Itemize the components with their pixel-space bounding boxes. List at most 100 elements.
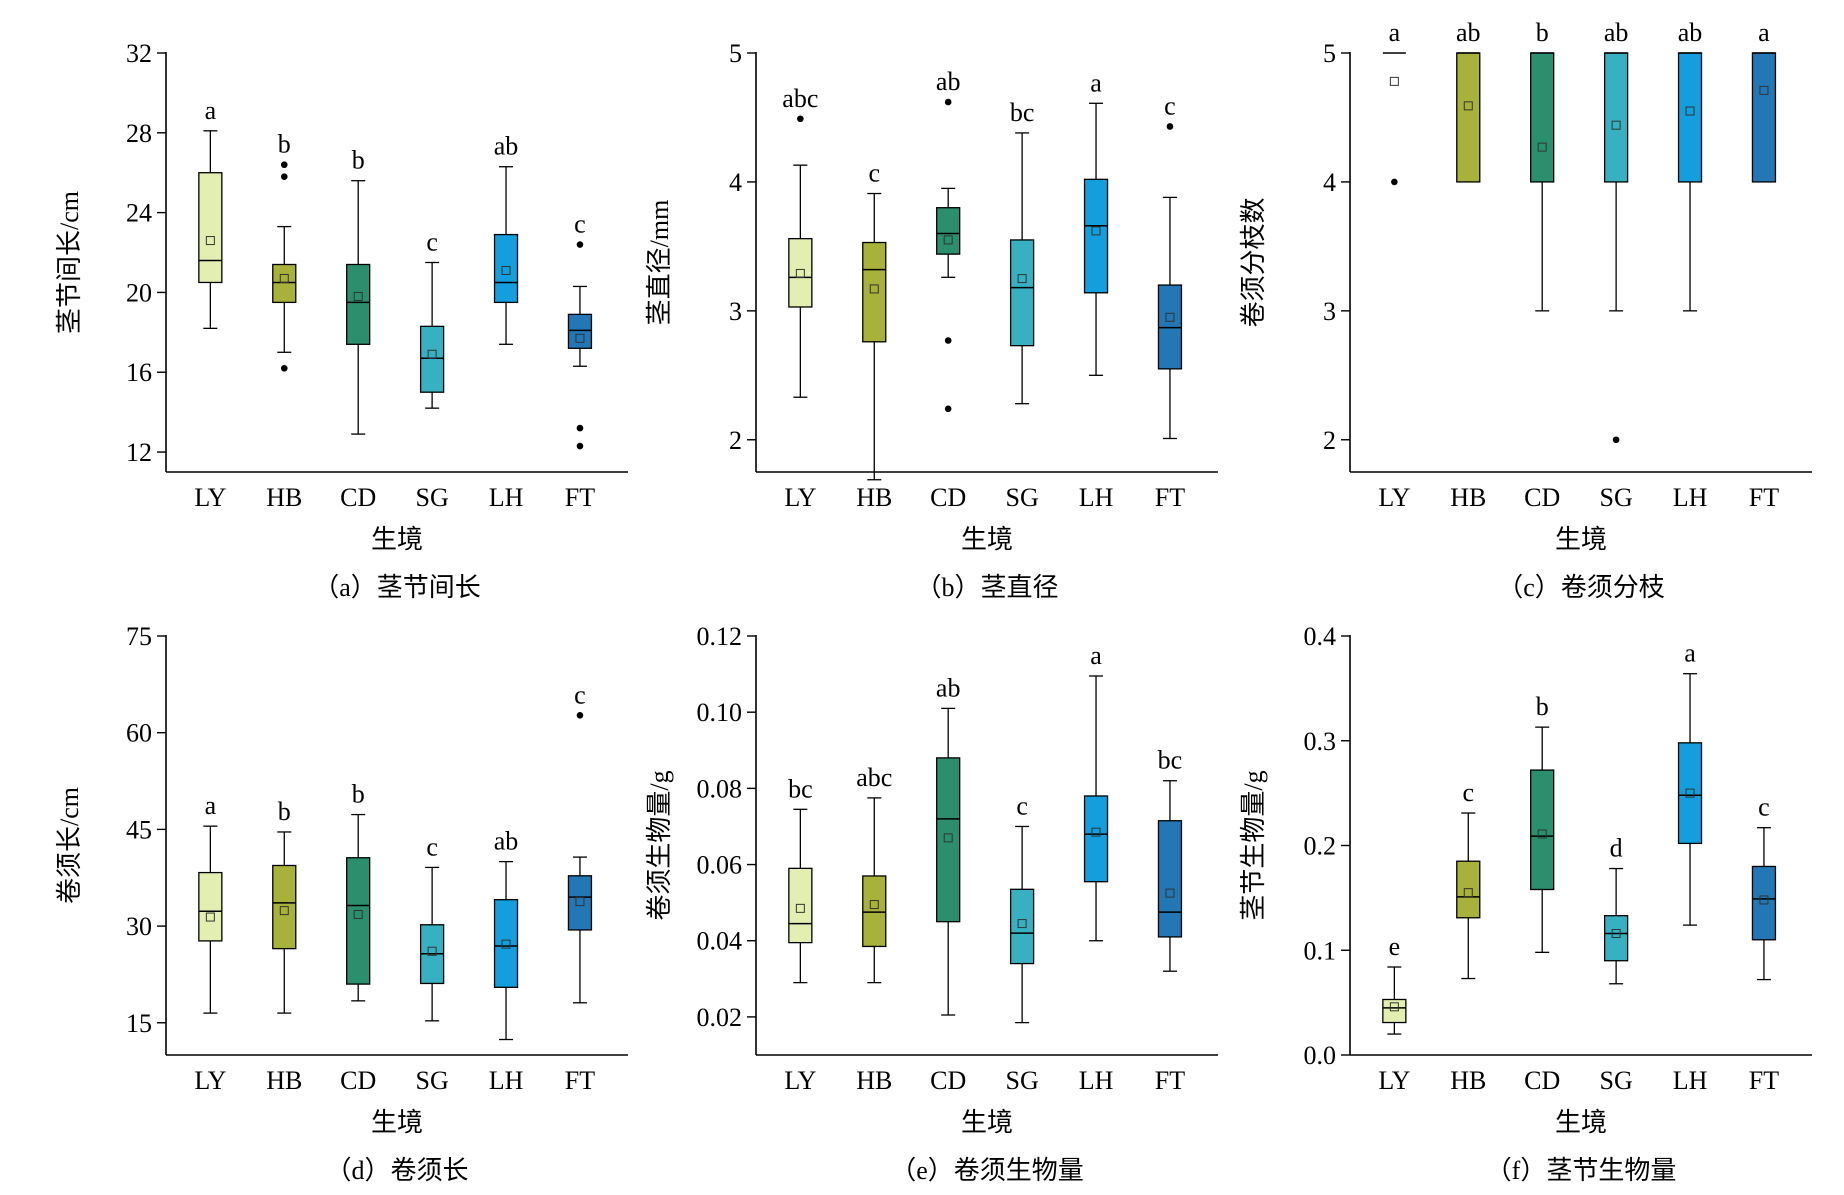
y-axis-label: 卷须分枝数 xyxy=(1239,197,1268,327)
box-iqr xyxy=(493,898,519,988)
x-tick-label: LY xyxy=(784,483,816,512)
y-axis-label: 茎直径/mm xyxy=(645,200,674,326)
box-iqr xyxy=(346,263,371,345)
x-tick-label: CD xyxy=(1524,1066,1560,1095)
significance-letter: c xyxy=(1758,793,1770,822)
y-tick-label: 0.02 xyxy=(697,1003,743,1032)
x-axis-label: 生境 xyxy=(1555,1108,1607,1137)
x-tick-label: CD xyxy=(1524,483,1560,512)
significance-letter: bc xyxy=(788,774,813,803)
box-group-cd: CD ab xyxy=(930,67,966,512)
x-tick-label: HB xyxy=(1450,483,1486,512)
x-tick-label: LH xyxy=(489,1066,524,1095)
mean-marker xyxy=(1165,312,1175,322)
box-iqr xyxy=(1751,865,1777,941)
y-tick-label: 0.1 xyxy=(1304,936,1337,965)
box-iqr xyxy=(272,263,297,304)
y-tick-label: 0.3 xyxy=(1304,727,1337,756)
mean-marker xyxy=(353,291,363,301)
y-tick-label: 4 xyxy=(729,168,742,197)
box-group-ft: FT c xyxy=(565,210,595,512)
x-tick-label: HB xyxy=(1450,1066,1486,1095)
significance-letter: ab xyxy=(494,827,519,856)
y-tick-label: 0.06 xyxy=(697,851,743,880)
mean-marker xyxy=(1611,928,1621,938)
significance-letter: d xyxy=(1610,834,1623,863)
x-tick-label: SG xyxy=(1599,1066,1632,1095)
x-tick-label: LH xyxy=(1079,483,1114,512)
y-tick-label: 32 xyxy=(126,39,152,68)
box-group-hb: HB c xyxy=(856,159,892,512)
mean-marker xyxy=(205,912,215,922)
mean-marker xyxy=(1463,888,1473,898)
box-group-cd: CD b xyxy=(340,780,376,1095)
mean-marker xyxy=(279,906,289,916)
box-group-lh: LH a xyxy=(1079,641,1114,1095)
box-iqr xyxy=(936,207,961,255)
y-tick-label: 0.10 xyxy=(697,698,743,727)
box-group-ly: LY a xyxy=(1378,18,1410,512)
box-iqr xyxy=(862,875,887,948)
box-iqr xyxy=(198,172,223,284)
box-iqr xyxy=(1456,860,1481,919)
significance-letter: a xyxy=(1090,68,1102,97)
y-tick-label: 3 xyxy=(729,297,742,326)
significance-letter: a xyxy=(205,96,217,125)
x-tick-label: LY xyxy=(784,1066,816,1095)
x-tick-label: LY xyxy=(194,1066,226,1095)
mean-marker xyxy=(1017,274,1027,284)
box-iqr xyxy=(1603,52,1629,183)
box-iqr xyxy=(788,867,813,944)
mean-marker xyxy=(353,909,363,919)
mean-marker xyxy=(1463,101,1473,111)
outlier-point xyxy=(1612,436,1620,444)
significance-letter: a xyxy=(1684,639,1696,668)
mean-marker xyxy=(1685,788,1695,798)
x-axis-label: 生境 xyxy=(961,1108,1013,1137)
significance-letter: c xyxy=(426,228,438,257)
significance-letter: ab xyxy=(936,67,961,96)
significance-letter: b xyxy=(278,797,291,826)
x-tick-label: CD xyxy=(340,1066,376,1095)
y-tick-label: 30 xyxy=(126,912,152,941)
box-iqr xyxy=(788,237,813,308)
outlier-point xyxy=(944,405,952,413)
outlier-point xyxy=(280,173,288,181)
x-axis-label: 生境 xyxy=(371,525,423,554)
mean-marker xyxy=(427,349,437,359)
box-group-sg: SG d xyxy=(1599,834,1632,1095)
box-iqr xyxy=(346,857,371,985)
mean-marker xyxy=(279,273,289,283)
panel-caption: （e）卷须生物量 xyxy=(890,1156,1084,1185)
x-tick-label: CD xyxy=(340,483,376,512)
x-tick-label: HB xyxy=(266,483,302,512)
x-tick-label: LH xyxy=(489,483,524,512)
chart-panel-f: 0.0 0.1 0.2 0.3 0.4 茎节生物量/g 生境 （f）茎节生物量 LY e HB c CD… xyxy=(1239,622,1812,1185)
mean-marker xyxy=(1759,85,1769,95)
box-group-cd: CD ab xyxy=(930,673,966,1095)
y-axis-label: 卷须长/cm xyxy=(55,787,84,904)
y-tick-label: 0.4 xyxy=(1304,622,1337,651)
x-tick-label: SG xyxy=(1599,483,1632,512)
x-tick-label: LY xyxy=(1378,1066,1410,1095)
outlier-point xyxy=(576,241,584,248)
x-tick-label: SG xyxy=(1005,1066,1038,1095)
mean-marker xyxy=(427,946,437,956)
box-group-lh: LH ab xyxy=(489,827,524,1095)
mean-marker xyxy=(501,265,511,275)
mean-marker xyxy=(501,939,511,949)
box-group-ft: FT c xyxy=(1155,91,1185,512)
x-tick-label: FT xyxy=(1155,483,1185,512)
box-iqr xyxy=(1456,52,1481,183)
y-tick-label: 3 xyxy=(1323,297,1336,326)
significance-letter: abc xyxy=(856,763,892,792)
box-group-hb: HB ab xyxy=(1450,18,1486,512)
significance-letter: ab xyxy=(936,673,961,702)
panel-caption: （b）茎直径 xyxy=(915,573,1058,602)
box-iqr xyxy=(567,313,593,349)
box-iqr xyxy=(1603,915,1629,962)
outlier-point xyxy=(944,337,952,344)
panel-caption: （a）茎节间长 xyxy=(313,573,481,602)
